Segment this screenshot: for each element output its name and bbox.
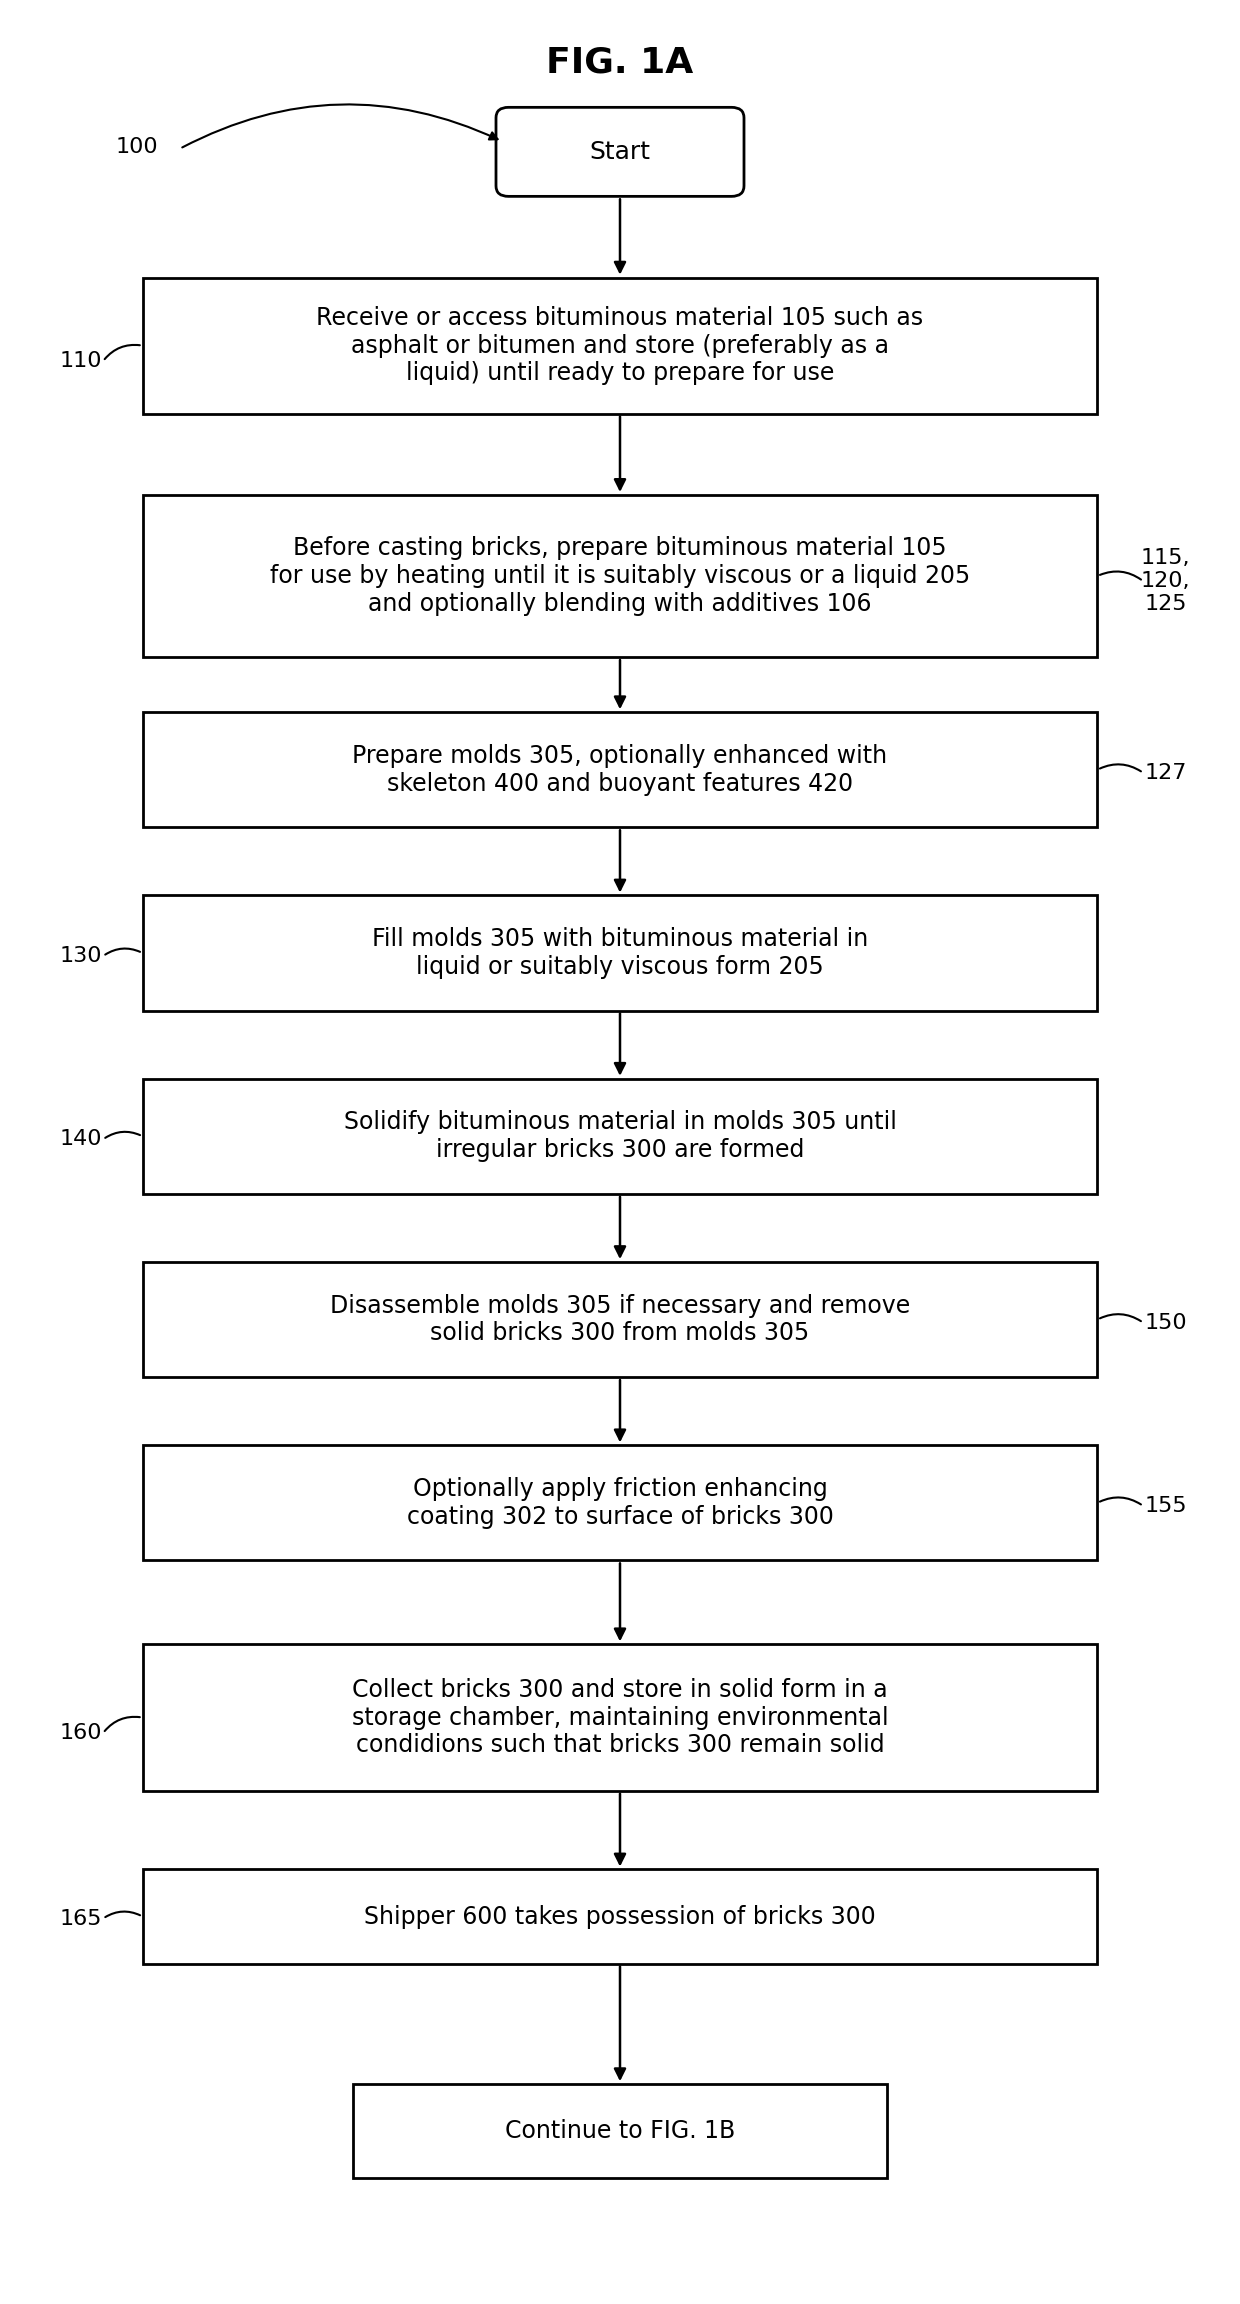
FancyBboxPatch shape — [496, 108, 744, 196]
Text: 155: 155 — [1145, 1495, 1187, 1516]
Text: Solidify bituminous material in molds 305 until
irregular bricks 300 are formed: Solidify bituminous material in molds 30… — [343, 1111, 897, 1161]
Text: Start: Start — [589, 141, 651, 164]
Text: Disassemble molds 305 if necessary and remove
solid bricks 300 from molds 305: Disassemble molds 305 if necessary and r… — [330, 1293, 910, 1346]
Text: Collect bricks 300 and store in solid form in a
storage chamber, maintaining env: Collect bricks 300 and store in solid fo… — [352, 1677, 888, 1758]
Text: 110: 110 — [60, 350, 102, 371]
Text: Prepare molds 305, optionally enhanced with
skeleton 400 and buoyant features 42: Prepare molds 305, optionally enhanced w… — [352, 744, 888, 795]
Text: 165: 165 — [60, 1908, 102, 1928]
FancyBboxPatch shape — [353, 2085, 887, 2177]
FancyBboxPatch shape — [143, 1869, 1097, 1963]
Text: Receive or access bituminous material 105 such as
asphalt or bitumen and store (: Receive or access bituminous material 10… — [316, 306, 924, 385]
Text: 130: 130 — [60, 947, 102, 965]
Text: Continue to FIG. 1B: Continue to FIG. 1B — [505, 2120, 735, 2143]
FancyBboxPatch shape — [143, 1445, 1097, 1560]
Text: Before casting bricks, prepare bituminous material 105
for use by heating until : Before casting bricks, prepare bituminou… — [270, 537, 970, 615]
FancyBboxPatch shape — [143, 1263, 1097, 1378]
Text: 127: 127 — [1145, 763, 1187, 783]
Text: 140: 140 — [60, 1129, 102, 1150]
Text: FIG. 1A: FIG. 1A — [547, 46, 693, 81]
FancyBboxPatch shape — [143, 712, 1097, 827]
Text: Fill molds 305 with bituminous material in
liquid or suitably viscous form 205: Fill molds 305 with bituminous material … — [372, 926, 868, 979]
Text: Optionally apply friction enhancing
coating 302 to surface of bricks 300: Optionally apply friction enhancing coat… — [407, 1477, 833, 1530]
Text: 115,
120,
125: 115, 120, 125 — [1141, 548, 1190, 615]
Text: 100: 100 — [115, 136, 157, 157]
FancyBboxPatch shape — [143, 896, 1097, 1011]
Text: 160: 160 — [60, 1723, 102, 1744]
FancyBboxPatch shape — [143, 276, 1097, 415]
Text: Shipper 600 takes possession of bricks 300: Shipper 600 takes possession of bricks 3… — [365, 1905, 875, 1928]
FancyBboxPatch shape — [143, 1645, 1097, 1790]
FancyBboxPatch shape — [143, 1078, 1097, 1193]
FancyBboxPatch shape — [143, 495, 1097, 657]
Text: 150: 150 — [1145, 1313, 1187, 1332]
